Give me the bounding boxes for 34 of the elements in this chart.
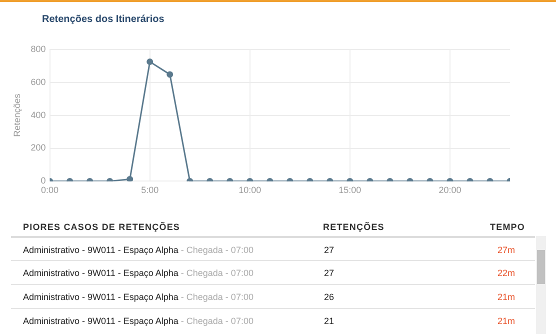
text: 21m (497, 316, 515, 326)
text: 27m (497, 245, 515, 255)
y-tick-label: 200 (30, 142, 46, 153)
x-tick-label: 10:00 (238, 185, 262, 196)
text: 21 (324, 316, 334, 326)
text: - Chegada - 07:00 (180, 245, 254, 255)
text: PIORES CASOS DE RETENÇÕES (23, 222, 180, 232)
y-tick-label: 600 (30, 76, 46, 87)
point (166, 71, 174, 78)
text: TEMPO (490, 222, 526, 232)
text: 27 (324, 245, 334, 255)
text: - Chegada - 07:00 (180, 268, 254, 278)
text: Administrativo - 9W011 - Espaço Alpha (23, 292, 178, 302)
x-tick-label: 0:00 (41, 185, 59, 196)
y-tick-label: 400 (30, 110, 46, 120)
text: 21m (497, 292, 515, 302)
text: RETENÇÕES (323, 222, 384, 232)
x-tick-label: 15:00 (338, 185, 362, 196)
text: - Chegada - 07:00 (180, 292, 254, 302)
text: 27 (324, 268, 334, 278)
y-tick-label: 800 (30, 44, 46, 54)
y-tick-label: 0 (40, 176, 46, 186)
text: 26 (324, 292, 334, 302)
x-tick-label: 20:00 (438, 185, 462, 196)
point (146, 58, 154, 66)
point (126, 176, 134, 182)
text: Administrativo - 9W011 - Espaço Alpha (23, 245, 178, 255)
text: 22m (497, 268, 515, 278)
x-tick-label: 5:00 (141, 185, 159, 196)
text: Administrativo - 9W011 - Espaço Alpha (23, 316, 178, 326)
chart-title: Retenções dos Itinerários (42, 14, 164, 25)
y-axis-title: Retenções (12, 93, 22, 137)
text: Administrativo - 9W011 - Espaço Alpha (23, 268, 178, 278)
text: - Chegada - 07:00 (180, 316, 254, 326)
